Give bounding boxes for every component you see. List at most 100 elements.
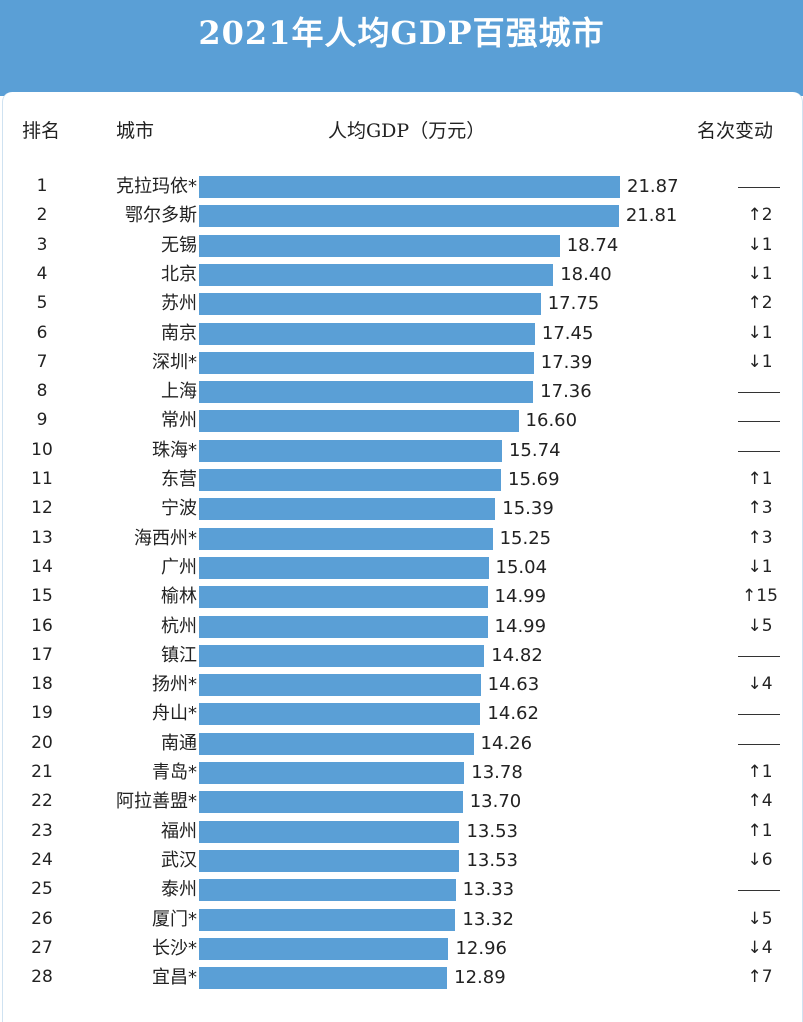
city-label: 南通 [161, 732, 197, 754]
table-row: 21 青岛* 13.78 ↑1 [0, 758, 803, 787]
column-header-gdp: 人均GDP（万元） [328, 120, 486, 142]
no-change-dash [738, 392, 780, 394]
no-change-dash [738, 450, 780, 452]
table-row: 9 常州 16.60 [0, 406, 803, 435]
bar [199, 937, 449, 960]
bar [199, 527, 493, 550]
bar [199, 410, 519, 433]
value-label: 13.53 [466, 849, 518, 871]
rank-label: 25 [31, 879, 53, 900]
no-change-dash [738, 743, 780, 745]
rank-label: 24 [31, 849, 53, 870]
no-change-dash [738, 890, 780, 892]
rank-label: 20 [31, 732, 53, 753]
city-label: 东营 [161, 469, 197, 490]
bar [199, 351, 534, 374]
rank-change-label: ↓5 [747, 908, 773, 929]
bar [199, 556, 489, 579]
rank-label: 9 [36, 410, 48, 431]
rank-label: 7 [36, 351, 48, 372]
no-change-dash [738, 421, 780, 423]
rank-label: 17 [31, 644, 53, 665]
bar [199, 176, 620, 198]
city-label: 常州 [161, 410, 197, 432]
rank-change-label: ↑4 [747, 791, 773, 812]
rank-change-label: ↑2 [747, 205, 773, 226]
rank-change-label: ↓1 [747, 351, 773, 372]
value-label: 12.96 [455, 937, 507, 959]
city-label: 无锡 [161, 234, 197, 256]
value-label: 15.74 [508, 439, 561, 461]
bar [199, 849, 460, 872]
column-header-rank: 排名 [22, 120, 61, 142]
city-label: 泰州 [161, 879, 197, 901]
value-label: 13.70 [469, 791, 522, 813]
rank-change-label: ↓5 [747, 615, 773, 636]
value-label: 14.26 [480, 732, 533, 754]
table-row: 2 鄂尔多斯 21.81 ↑2 [0, 201, 803, 230]
table-row: 6 南京 17.45 ↓1 [0, 319, 803, 348]
city-label: 宁波 [161, 498, 197, 520]
value-label: 14.62 [487, 703, 539, 725]
value-label: 14.82 [491, 644, 543, 666]
rank-label: 15 [31, 586, 53, 607]
bar [199, 791, 463, 814]
value-label: 17.36 [540, 381, 592, 403]
rank-label: 8 [36, 381, 48, 402]
no-change-dash [738, 714, 780, 716]
bar [199, 615, 488, 638]
city-label: 扬州* [152, 674, 197, 696]
value-label: 16.60 [525, 410, 578, 432]
no-change-dash [738, 187, 780, 188]
rank-change-label: ↓4 [747, 674, 773, 695]
rank-change-label: ↓1 [747, 556, 773, 577]
bar [199, 674, 481, 697]
rank-label: 6 [36, 322, 48, 343]
city-label: 珠海* [152, 439, 197, 461]
bar [199, 762, 465, 784]
table-row: 19 舟山* 14.62 [0, 699, 803, 728]
table-row: 4 北京 18.40 ↓1 [0, 260, 803, 289]
rank-label: 26 [31, 908, 53, 929]
table-row: 24 武汉 13.53 ↓6 [0, 846, 803, 875]
rank-label: 27 [31, 937, 53, 958]
table-row: 13 海西州* 15.25 ↑3 [0, 524, 803, 553]
rank-change-label: ↑2 [747, 293, 773, 314]
table-row: 27 长沙* 12.96 ↓4 [0, 934, 803, 963]
rank-change-label: ↓1 [747, 263, 773, 284]
bar [199, 469, 502, 491]
value-label: 15.25 [499, 527, 552, 549]
rank-label: 10 [31, 439, 53, 460]
rank-change-label: ↑3 [747, 498, 773, 519]
value-label: 15.39 [502, 498, 554, 520]
city-label: 厦门* [152, 908, 197, 930]
table-row: 1 克拉玛依* 21.87 [0, 172, 803, 201]
city-label: 武汉 [161, 849, 197, 871]
header-banner [0, 0, 803, 96]
bar [199, 908, 456, 931]
rank-label: 12 [31, 498, 53, 519]
rank-label: 21 [31, 762, 53, 782]
table-row: 17 镇江 14.82 [0, 641, 803, 670]
table-row: 18 扬州* 14.63 ↓4 [0, 670, 803, 699]
page-title: 2021年人均GDP百强城市 [198, 14, 605, 52]
table-row: 16 杭州 14.99 ↓5 [0, 612, 803, 641]
city-label: 深圳* [152, 351, 197, 373]
table-row: 11 东营 15.69 ↑1 [0, 465, 803, 494]
city-label: 北京 [161, 263, 197, 285]
bar [199, 879, 456, 902]
city-label: 海西州* [134, 527, 197, 549]
value-label: 13.78 [471, 762, 523, 783]
city-label: 青岛* [152, 762, 197, 783]
rank-change-label: ↑1 [747, 820, 773, 841]
value-label: 21.87 [627, 176, 679, 197]
value-label: 15.04 [495, 556, 548, 578]
bar [199, 205, 619, 228]
bar [199, 322, 535, 345]
rank-label: 18 [31, 674, 53, 695]
value-label: 15.69 [508, 469, 560, 490]
city-label: 宜昌* [152, 967, 197, 989]
table-row: 14 广州 15.04 ↓1 [0, 553, 803, 582]
table-row: 25 泰州 13.33 [0, 875, 803, 904]
bar [199, 234, 560, 257]
